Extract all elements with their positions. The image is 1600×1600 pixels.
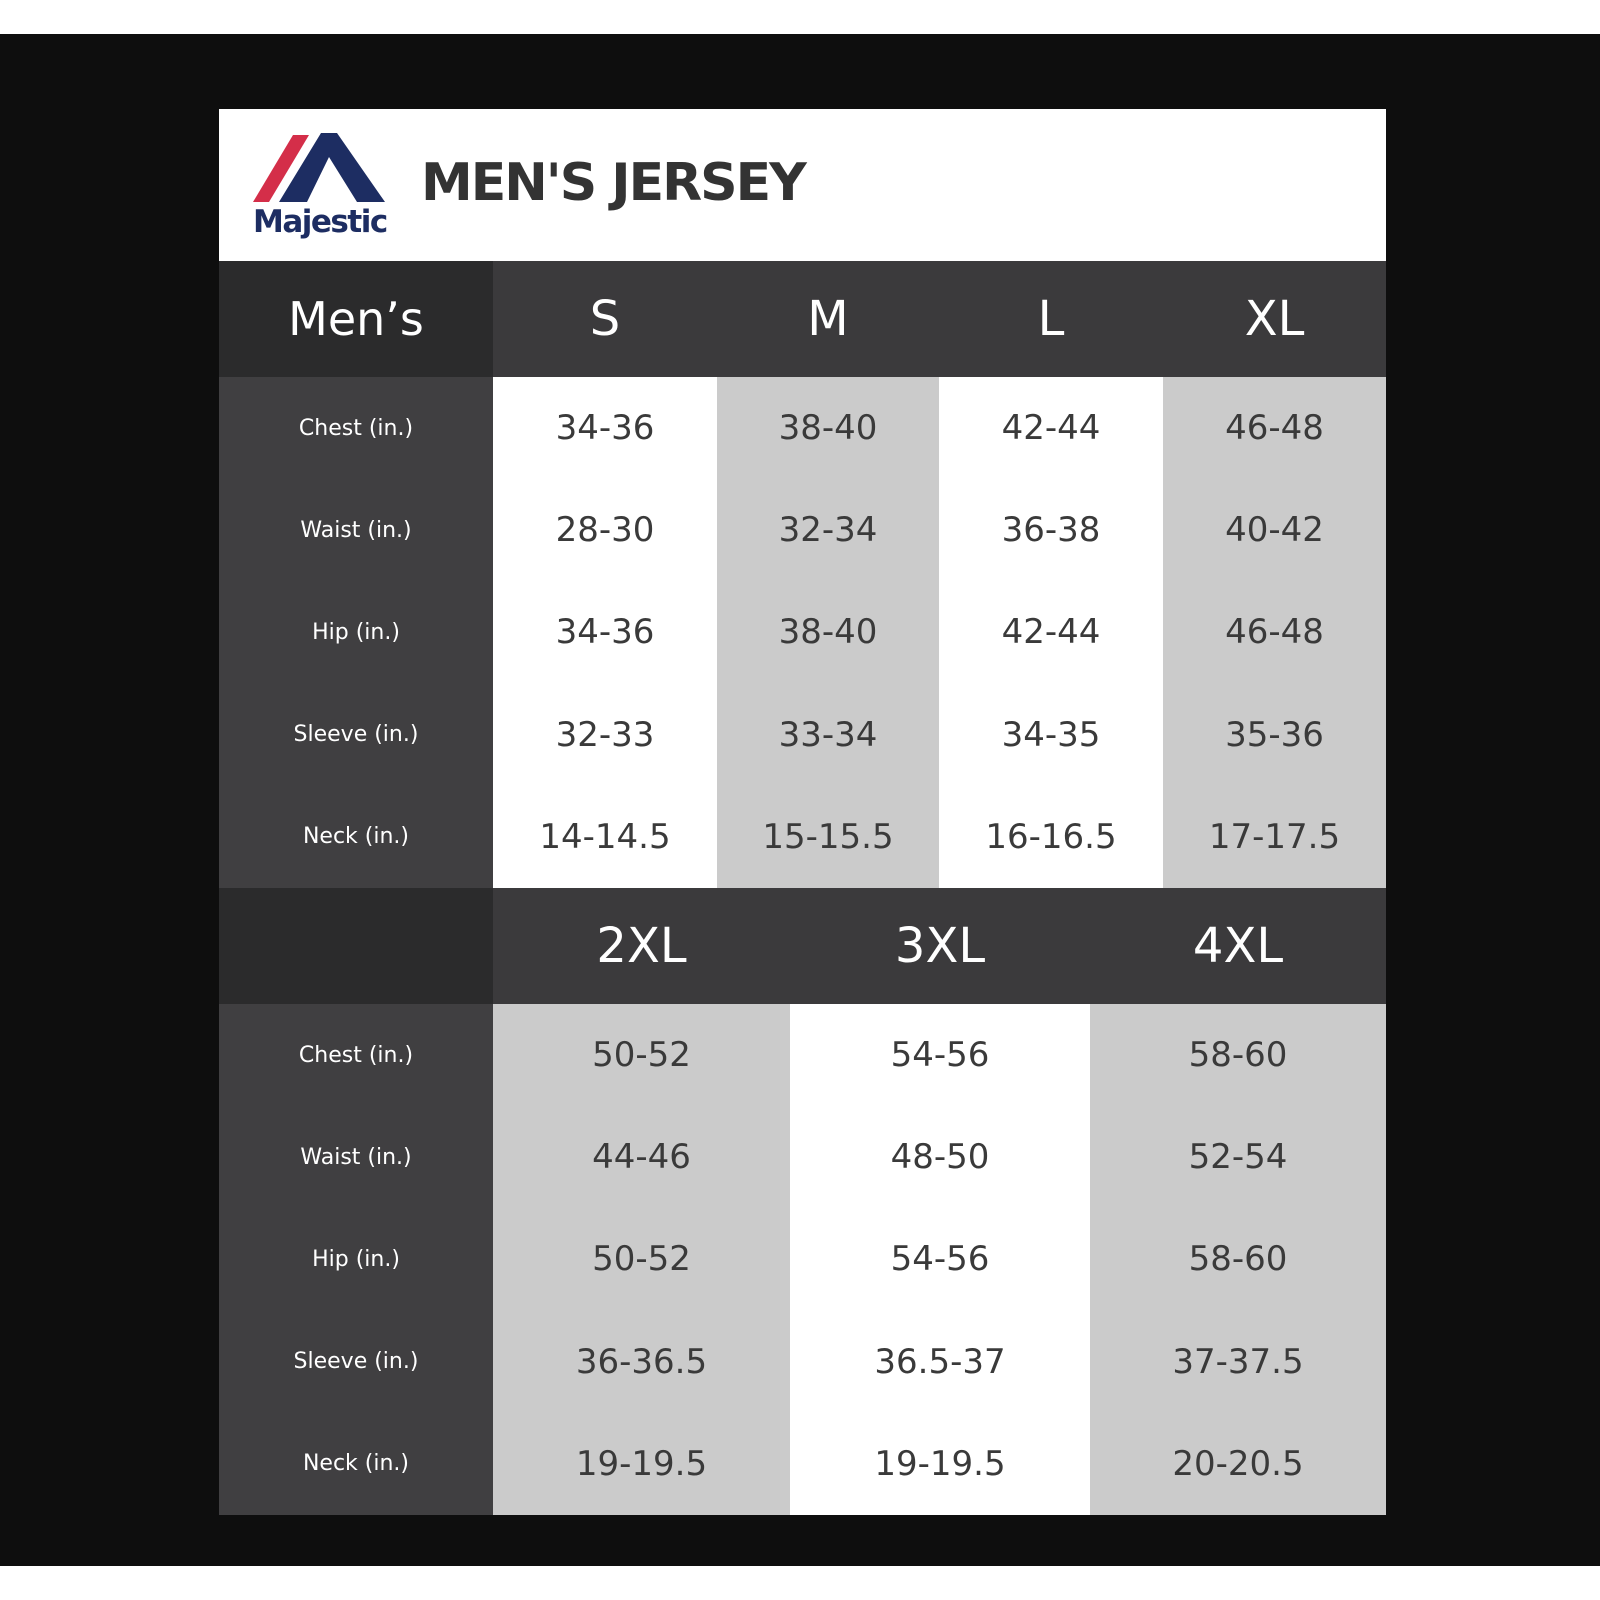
row-label: Hip (in.) xyxy=(312,1246,400,1272)
size-table-1: Men’s S M L XL Chest (in.) Waist (in.) H… xyxy=(219,261,1386,888)
measurement-cell: 33-34 xyxy=(778,714,878,755)
size-header: L xyxy=(1037,291,1065,347)
measurement-cell: 28-30 xyxy=(555,510,655,551)
measurement-cell: 15-15.5 xyxy=(762,816,894,857)
measurement-cell: 14-14.5 xyxy=(539,816,671,857)
row-labels: Chest (in.) Waist (in.) Hip (in.) Sleeve… xyxy=(219,1004,493,1515)
size-header: M xyxy=(807,291,849,347)
size-column: 58-60 52-54 58-60 37-37.5 20-20.5 xyxy=(1090,1004,1386,1515)
measurement-cell: 40-42 xyxy=(1225,510,1324,551)
measurement-cell: 54-56 xyxy=(890,1035,990,1076)
row-label: Neck (in.) xyxy=(302,1451,410,1477)
size-chart: Majestic MEN'S JERSEY Men’s S M L XL Che… xyxy=(219,109,1386,1517)
size-header-row: Men’s S M L XL xyxy=(219,261,1386,377)
row-label: Hip (in.) xyxy=(312,619,400,645)
measurement-cell: 37-37.5 xyxy=(1172,1341,1304,1382)
measurement-cell: 35-36 xyxy=(1225,714,1324,755)
size-header: S xyxy=(589,291,621,347)
row-label: Neck (in.) xyxy=(302,824,410,850)
brand-name: Majestic xyxy=(253,204,388,240)
row-label: Sleeve (in.) xyxy=(293,722,419,748)
measurement-cell: 44-46 xyxy=(592,1137,691,1178)
size-column: 42-44 36-38 42-44 34-35 16-16.5 xyxy=(939,377,1163,888)
measurement-cell: 34-35 xyxy=(1001,714,1101,755)
measurement-cell: 19-19.5 xyxy=(575,1443,708,1484)
measurement-cell: 20-20.5 xyxy=(1172,1443,1304,1484)
row-label: Chest (in.) xyxy=(298,415,414,441)
measurement-cell: 19-19.5 xyxy=(874,1443,1006,1484)
size-column: 50-52 44-46 50-52 36-36.5 19-19.5 xyxy=(493,1004,790,1515)
size-header: 2XL xyxy=(596,918,687,974)
measurement-cell: 38-40 xyxy=(778,408,878,449)
measurement-cell: 50-52 xyxy=(592,1035,691,1076)
measurement-cell: 16-16.5 xyxy=(985,816,1117,857)
measurement-cell: 38-40 xyxy=(778,612,878,653)
measurement-cell: 58-60 xyxy=(1188,1239,1288,1280)
measurement-cell: 32-33 xyxy=(555,714,655,755)
size-column: 46-48 40-42 46-48 35-36 17-17.5 xyxy=(1163,377,1386,888)
page-title: MEN'S JERSEY xyxy=(421,153,807,213)
measurement-cell: 54-56 xyxy=(890,1239,990,1280)
measurement-cell: 50-52 xyxy=(592,1239,691,1280)
row-label: Sleeve (in.) xyxy=(293,1349,419,1375)
majestic-logo-icon xyxy=(253,133,385,202)
size-header: 4XL xyxy=(1192,918,1284,974)
size-column: 54-56 48-50 54-56 36.5-37 19-19.5 xyxy=(790,1004,1090,1515)
row-label: Waist (in.) xyxy=(300,1144,412,1170)
measurement-cell: 36-38 xyxy=(1001,510,1101,551)
corner-label: Men’s xyxy=(219,261,493,377)
row-labels: Chest (in.) Waist (in.) Hip (in.) Sleeve… xyxy=(219,377,493,888)
size-column: 34-36 28-30 34-36 32-33 14-14.5 xyxy=(493,377,717,888)
row-label: Waist (in.) xyxy=(300,517,412,543)
measurement-cell: 46-48 xyxy=(1225,612,1324,653)
size-header: 3XL xyxy=(894,918,986,974)
measurement-cell: 46-48 xyxy=(1225,408,1324,449)
size-header-row: 2XL 3XL 4XL xyxy=(219,888,1386,1004)
measurement-cell: 36-36.5 xyxy=(575,1341,708,1382)
measurement-cell: 34-36 xyxy=(555,408,655,449)
measurement-cell: 36.5-37 xyxy=(874,1341,1006,1382)
chart-header: Majestic MEN'S JERSEY xyxy=(219,109,1386,261)
row-label: Chest (in.) xyxy=(298,1042,414,1068)
measurement-cell: 32-34 xyxy=(778,510,878,551)
measurement-cell: 58-60 xyxy=(1188,1035,1288,1076)
size-header: XL xyxy=(1244,291,1305,347)
corner-blank xyxy=(219,888,493,1004)
size-table-2: 2XL 3XL 4XL Chest (in.) Waist (in.) Hip … xyxy=(219,888,1386,1517)
measurement-cell: 34-36 xyxy=(555,612,655,653)
size-column: 38-40 32-34 38-40 33-34 15-15.5 xyxy=(717,377,939,888)
measurement-cell: 48-50 xyxy=(890,1137,990,1178)
measurement-cell: 52-54 xyxy=(1188,1137,1288,1178)
measurement-cell: 42-44 xyxy=(1001,612,1101,653)
measurement-cell: 17-17.5 xyxy=(1208,816,1341,857)
measurement-cell: 42-44 xyxy=(1001,408,1101,449)
